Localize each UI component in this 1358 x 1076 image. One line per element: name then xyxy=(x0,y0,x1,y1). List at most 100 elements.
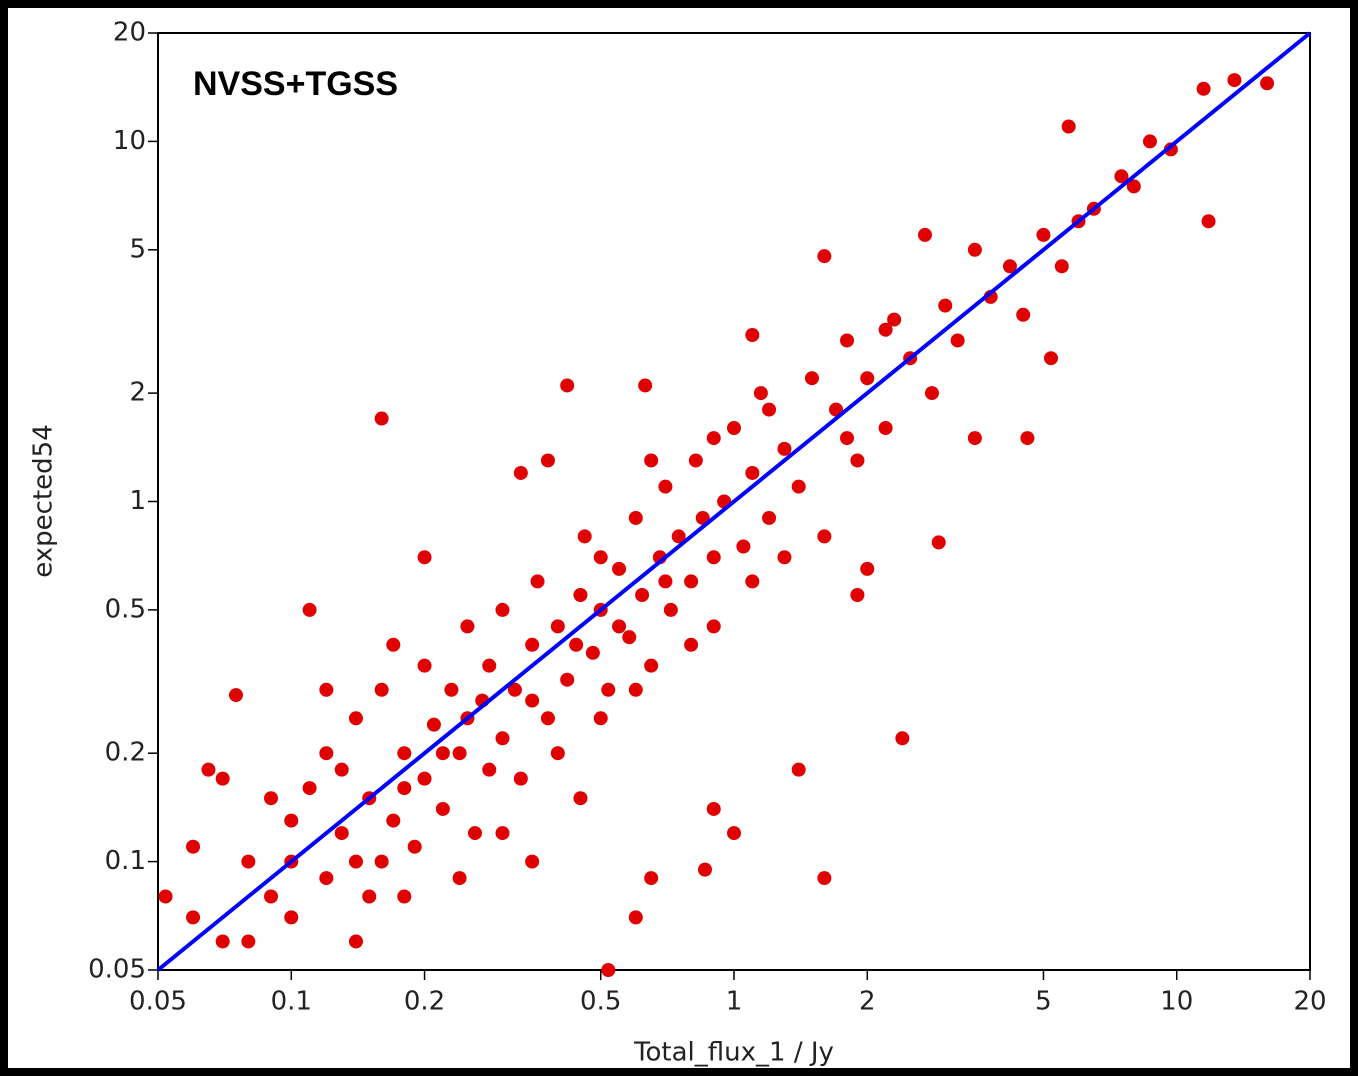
point xyxy=(745,327,760,342)
point xyxy=(628,910,643,925)
point xyxy=(1036,227,1051,242)
point xyxy=(334,762,349,777)
point xyxy=(628,510,643,525)
point xyxy=(887,312,902,327)
point xyxy=(1114,169,1129,184)
point xyxy=(530,574,545,589)
point xyxy=(601,963,616,977)
y-tick-label: 0.05 xyxy=(88,955,146,985)
point xyxy=(706,431,721,446)
point xyxy=(215,934,230,949)
point xyxy=(348,711,363,726)
point xyxy=(264,889,279,904)
point xyxy=(622,630,637,645)
point xyxy=(460,619,475,634)
point xyxy=(397,889,412,904)
x-tick-label: 2 xyxy=(859,987,876,1017)
point xyxy=(736,539,751,554)
point xyxy=(924,386,939,401)
point xyxy=(495,731,510,746)
point xyxy=(525,693,540,708)
point xyxy=(348,854,363,869)
x-tick-label: 5 xyxy=(1035,987,1052,1017)
point xyxy=(706,801,721,816)
point xyxy=(727,826,741,841)
point xyxy=(507,682,522,697)
point xyxy=(585,645,600,660)
point xyxy=(791,479,806,494)
point xyxy=(348,934,363,949)
point xyxy=(745,574,760,589)
point xyxy=(264,791,279,806)
x-tick-label: 10 xyxy=(1160,987,1193,1017)
point xyxy=(362,889,377,904)
point xyxy=(284,813,299,828)
point xyxy=(638,378,653,393)
point xyxy=(550,619,565,634)
point xyxy=(1054,259,1069,274)
point xyxy=(319,871,334,886)
point xyxy=(241,854,256,869)
y-tick-label: 0.2 xyxy=(105,738,146,768)
point xyxy=(334,826,349,841)
point xyxy=(397,781,412,796)
point xyxy=(284,910,299,925)
point xyxy=(201,762,216,777)
point xyxy=(302,602,317,617)
point xyxy=(698,862,713,877)
point xyxy=(525,854,540,869)
point xyxy=(938,298,953,313)
point xyxy=(762,510,777,525)
x-tick-label: 1 xyxy=(726,987,743,1017)
point xyxy=(241,934,256,949)
point xyxy=(644,871,659,886)
point xyxy=(435,801,450,816)
point xyxy=(628,682,643,697)
point xyxy=(417,658,432,673)
point xyxy=(950,333,965,348)
point xyxy=(658,479,673,494)
y-tick-label: 0.5 xyxy=(105,594,146,624)
point xyxy=(671,529,686,544)
point xyxy=(452,871,467,886)
y-axis-label: expected54 xyxy=(29,424,59,578)
point xyxy=(688,453,703,468)
point xyxy=(444,682,459,697)
point xyxy=(467,826,482,841)
point xyxy=(663,602,678,617)
point xyxy=(593,711,608,726)
point xyxy=(513,465,528,480)
point xyxy=(482,762,497,777)
point xyxy=(612,561,627,576)
point xyxy=(840,431,855,446)
point xyxy=(917,227,932,242)
point xyxy=(495,826,510,841)
point xyxy=(1196,81,1211,96)
point xyxy=(850,587,865,602)
marks xyxy=(156,31,1312,977)
point xyxy=(560,378,575,393)
point xyxy=(1227,73,1242,88)
point xyxy=(878,322,893,337)
point xyxy=(860,561,875,576)
point xyxy=(753,386,768,401)
point xyxy=(573,587,588,602)
point xyxy=(1260,76,1275,91)
point xyxy=(593,550,608,565)
point xyxy=(695,510,710,525)
point xyxy=(777,550,792,565)
x-tick-label: 20 xyxy=(1293,987,1326,1017)
y-tick-label: 0.1 xyxy=(105,846,146,876)
point xyxy=(1061,119,1076,134)
point xyxy=(407,839,422,854)
point xyxy=(495,602,510,617)
point xyxy=(601,682,616,697)
y-tick-label: 10 xyxy=(113,126,146,156)
x-tick-label: 0.05 xyxy=(129,987,187,1017)
point xyxy=(840,333,855,348)
point xyxy=(706,619,721,634)
point xyxy=(967,242,982,257)
point xyxy=(777,441,792,456)
